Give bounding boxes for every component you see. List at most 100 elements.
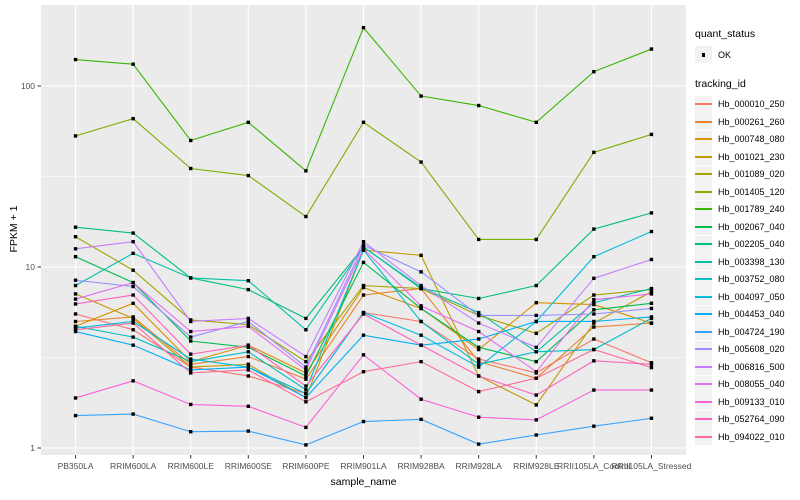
data-point xyxy=(649,416,654,420)
data-point xyxy=(649,286,654,291)
data-point xyxy=(361,333,366,337)
data-point xyxy=(419,343,423,347)
data-point xyxy=(304,371,308,375)
series-line-swatch xyxy=(695,348,712,351)
data-point xyxy=(73,134,78,138)
data-point xyxy=(361,239,366,244)
data-point xyxy=(476,103,481,108)
quant-status-legend-title: quant_status xyxy=(695,28,756,40)
legend-item: Hb_003752_080 xyxy=(695,270,800,289)
legend-item: Hb_052764_090 xyxy=(695,410,800,429)
legend-item: Hb_004097_050 xyxy=(695,288,800,306)
data-point xyxy=(189,371,193,375)
data-point xyxy=(534,331,538,336)
data-point xyxy=(131,284,135,289)
tracking-id-legend-items: Hb_000010_250 Hb_000261_260 Hb_000748_080 H… xyxy=(695,95,800,446)
data-point xyxy=(304,387,308,392)
data-point xyxy=(246,279,251,283)
legend-item-label: Hb_001405_120 xyxy=(718,186,785,197)
x-tick-label: RRIM928LE xyxy=(513,461,560,471)
legend-item-label: Hb_009133_010 xyxy=(718,396,785,407)
data-point xyxy=(73,312,78,316)
data-point xyxy=(246,365,251,369)
series-line-swatch xyxy=(695,295,712,298)
data-point xyxy=(131,268,135,272)
legend-item-label: Hb_003398_130 xyxy=(718,256,785,267)
data-point xyxy=(361,25,366,30)
series-key-box xyxy=(695,165,712,183)
legend-item: Hb_000748_080 xyxy=(695,130,800,149)
data-point xyxy=(304,169,308,173)
data-point xyxy=(534,403,538,407)
legend-item-label: Hb_003752_080 xyxy=(718,274,785,285)
data-point xyxy=(304,214,308,219)
series-key-box xyxy=(695,130,712,148)
series-key-box xyxy=(695,183,712,201)
legend-item-label: OK xyxy=(718,49,732,60)
data-point xyxy=(73,57,78,62)
legend-item: Hb_000261_260 xyxy=(695,113,800,131)
legend-item: Hb_005608_020 xyxy=(695,340,800,359)
series-line-swatch xyxy=(695,120,712,123)
legend-item-label: Hb_001089_020 xyxy=(718,169,785,180)
data-point xyxy=(361,285,366,290)
series-line-swatch xyxy=(695,138,712,141)
legend-item: Hb_006816_500 xyxy=(695,358,800,376)
data-point xyxy=(246,324,251,329)
data-point xyxy=(361,312,366,316)
data-point xyxy=(304,391,308,396)
data-point xyxy=(73,225,78,229)
data-point xyxy=(649,365,654,370)
data-point xyxy=(649,306,654,311)
series-key-box xyxy=(695,428,712,446)
data-point xyxy=(649,211,654,215)
series-key-box xyxy=(695,375,712,393)
series-line-swatch xyxy=(695,365,712,368)
data-point xyxy=(189,335,193,339)
x-tick-label: RRII105LA_Control xyxy=(557,461,631,471)
data-point xyxy=(304,328,308,332)
series-key-box xyxy=(695,323,712,341)
data-point xyxy=(246,354,251,359)
data-point xyxy=(73,235,78,239)
data-point xyxy=(246,368,251,372)
data-point xyxy=(73,247,78,251)
black-square-marker-icon xyxy=(701,53,706,57)
legend-item-label: Hb_002067_040 xyxy=(718,221,785,232)
data-point xyxy=(419,417,423,422)
data-point xyxy=(592,293,596,297)
data-point xyxy=(592,302,596,307)
data-point xyxy=(476,337,481,341)
data-point xyxy=(649,321,654,325)
data-point xyxy=(419,94,423,98)
data-point xyxy=(304,400,308,404)
series-line-swatch xyxy=(695,278,712,281)
y-tick-label: 10 xyxy=(26,262,36,272)
data-point xyxy=(649,290,654,294)
legend-item: Hb_008055_040 xyxy=(695,375,800,394)
legend-item-ok: OK xyxy=(695,46,800,64)
data-point xyxy=(304,316,308,321)
legend-item-label: Hb_004097_050 xyxy=(718,291,785,302)
data-point xyxy=(246,350,251,354)
data-point xyxy=(304,374,308,378)
data-point xyxy=(534,283,538,288)
data-point xyxy=(304,377,308,381)
data-point xyxy=(476,374,481,378)
data-point xyxy=(476,347,481,352)
data-point xyxy=(592,308,596,312)
data-point xyxy=(592,300,596,305)
legend-item-label: Hb_001789_240 xyxy=(718,204,785,215)
data-point xyxy=(476,313,481,318)
data-point xyxy=(189,319,193,324)
series-line-swatch xyxy=(695,173,712,176)
data-point xyxy=(131,231,135,235)
data-point xyxy=(73,326,78,330)
data-point xyxy=(476,415,481,419)
data-point xyxy=(592,255,596,259)
data-point xyxy=(534,359,538,364)
series-line-swatch xyxy=(695,155,712,158)
legend-item: Hb_002067_040 xyxy=(695,218,800,236)
